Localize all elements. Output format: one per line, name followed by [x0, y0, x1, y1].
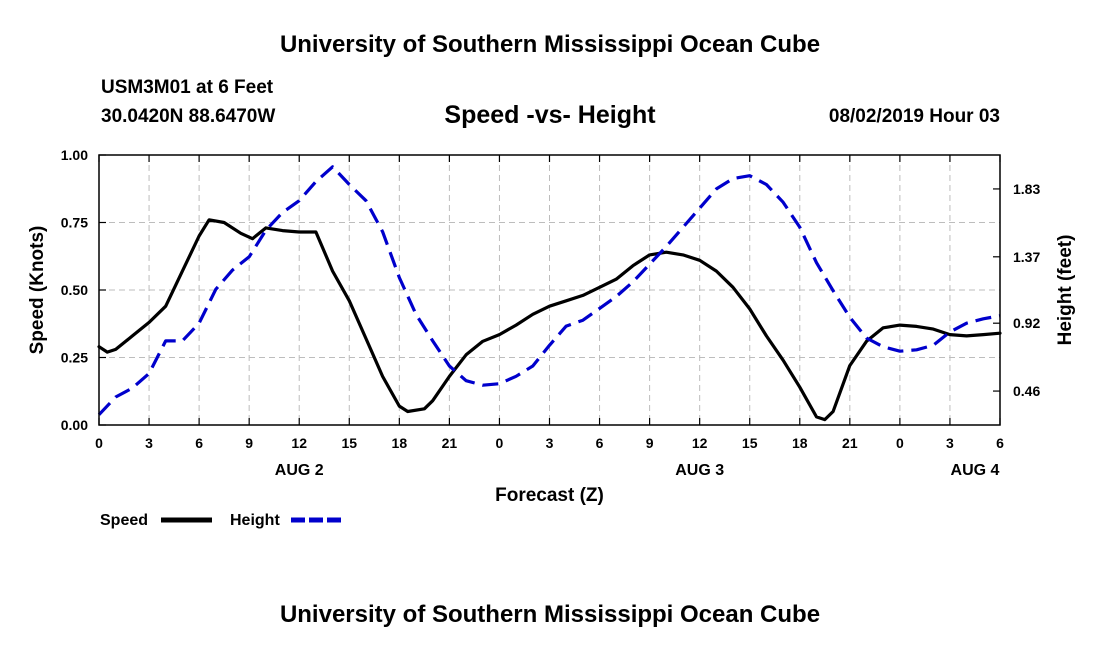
- legend-speed-label: Speed: [100, 512, 148, 529]
- y-tick-label: 0.50: [61, 282, 88, 298]
- grid: [99, 155, 1000, 425]
- x-tick-label: 3: [145, 435, 153, 451]
- chart-subtitle: Speed -vs- Height: [444, 101, 656, 129]
- x-tick-label: 9: [245, 435, 253, 451]
- series-lines: [97, 165, 1002, 422]
- x-tick-label: 6: [195, 435, 203, 451]
- x-axis-label: Forecast (Z): [495, 485, 604, 506]
- x-tick-label: 6: [596, 435, 604, 451]
- height-series-line: [97, 165, 1001, 416]
- datetime-label: 08/02/2019 Hour 03: [828, 106, 1000, 127]
- x-tick-label: 12: [291, 435, 307, 451]
- x-tick-label: 6: [996, 435, 1004, 451]
- x-tick-label: 15: [341, 435, 357, 451]
- y2-tick-label: 0.92: [1013, 315, 1040, 331]
- x-tick-label: 0: [95, 435, 103, 451]
- y2-tick-label: 0.46: [1013, 383, 1040, 399]
- day-label: AUG 2: [275, 462, 324, 479]
- coordinates-label: 30.0420N 88.6470W: [101, 106, 276, 127]
- station-label: USM3M01 at 6 Feet: [101, 77, 274, 98]
- x-tick-label: 3: [946, 435, 954, 451]
- legend: Speed Height: [100, 512, 342, 529]
- axis-ticks: 0 3 6 9 12 15 18 21 0 3 6 9 12 15 18 21 0 3 6 0.00 0.25 0.50 0…: [61, 147, 1041, 479]
- x-tick-label: 0: [496, 435, 504, 451]
- y-tick-label: 0.25: [61, 350, 88, 366]
- y2-tick-label: 1.83: [1013, 181, 1040, 197]
- y-tick-label: 0.00: [61, 417, 88, 433]
- x-tick-label: 18: [792, 435, 808, 451]
- y-axis-label: Speed (Knots): [27, 226, 48, 355]
- x-tick-label: 21: [842, 435, 858, 451]
- x-tick-label: 18: [392, 435, 408, 451]
- speed-series-line: [97, 218, 1002, 422]
- x-tick-label: 0: [896, 435, 904, 451]
- x-tick-label: 3: [546, 435, 554, 451]
- legend-height-label: Height: [230, 512, 280, 529]
- chart-title: University of Southern Mississippi Ocean…: [279, 31, 821, 58]
- footer-title: University of Southern Mississippi Ocean…: [279, 601, 821, 628]
- y-tick-label: 0.75: [61, 215, 88, 231]
- y-tick-label: 1.00: [61, 147, 88, 163]
- x-tick-label: 21: [442, 435, 458, 451]
- day-label: AUG 4: [951, 462, 1000, 479]
- day-label: AUG 3: [675, 462, 724, 479]
- x-tick-label: 15: [742, 435, 758, 451]
- y2-axis-label: Height (feet): [1055, 235, 1076, 346]
- y2-tick-label: 1.37: [1013, 249, 1040, 265]
- x-tick-label: 9: [646, 435, 654, 451]
- x-tick-label: 12: [692, 435, 708, 451]
